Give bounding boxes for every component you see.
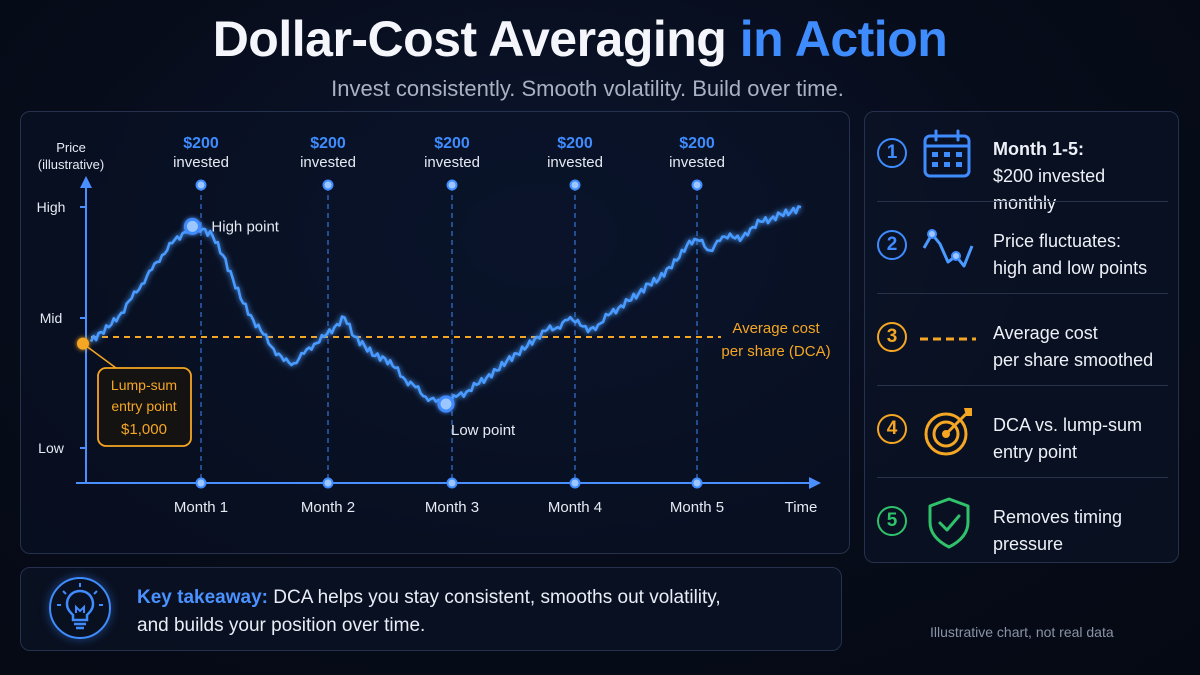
step-text: Price fluctuates: high and low points	[993, 228, 1173, 282]
price-wave-icon	[922, 229, 974, 268]
step-detail: $200 invested monthly	[993, 166, 1106, 213]
title-main: Dollar-Cost Averaging	[212, 11, 727, 67]
investment-marker	[195, 179, 207, 191]
step-detail: entry point	[993, 442, 1078, 462]
investment-amount: $200	[679, 135, 715, 152]
high-point-label: High point	[211, 218, 279, 235]
investment-amount: $200	[310, 135, 346, 152]
takeaway-line-2: and builds your position over time.	[137, 615, 426, 636]
takeaway-line-1: DCA helps you stay consistent, smooths o…	[273, 587, 721, 608]
step-divider	[877, 293, 1168, 294]
lump-sum-label-l3: $1,000	[121, 421, 167, 438]
investment-note: invested	[547, 154, 603, 171]
step-title: Month 1-5:	[993, 139, 1084, 159]
average-cost-label-l1: Average cost	[732, 320, 820, 337]
steps-panel: 1 Month 1-5: $200 invested monthly 2 Pric…	[864, 111, 1179, 563]
step-text: Average cost per share smoothed	[993, 320, 1173, 374]
x-tick-3: Month 3	[425, 499, 479, 516]
y-tick-low: Low	[38, 440, 65, 456]
investment-marker	[691, 179, 703, 191]
x-axis-label: Time	[785, 499, 818, 516]
step-4: 4 DCA vs. lump-sum entry point	[865, 388, 1180, 478]
lightbulb-icon	[49, 577, 111, 639]
step-number: 5	[877, 506, 907, 536]
y-tick-labels: High Mid Low	[37, 199, 86, 456]
key-takeaway-panel: Key takeaway: DCA helps you stay consist…	[20, 567, 842, 651]
step-divider	[877, 385, 1168, 386]
title-accent: in Action	[739, 11, 948, 67]
takeaway-label: Key takeaway:	[137, 587, 268, 608]
step-number: 3	[877, 322, 907, 352]
step-detail: per share smoothed	[993, 350, 1154, 370]
investment-amount: $200	[557, 135, 593, 152]
step-3: 3 Average cost per share smoothed	[865, 296, 1180, 386]
price-line	[89, 205, 802, 408]
step-title: Price fluctuates:	[993, 231, 1122, 251]
calendar-icon	[923, 129, 971, 178]
disclaimer: Illustrative chart, not real data	[930, 624, 1114, 640]
step-5: 5 Removes timing pressure	[865, 480, 1180, 570]
x-axis-marker	[446, 477, 458, 489]
page-subtitle: Invest consistently. Smooth volatility. …	[331, 76, 844, 101]
investment-marker	[446, 179, 458, 191]
step-text: Removes timing pressure	[993, 504, 1173, 558]
step-title: Removes timing	[993, 507, 1123, 527]
x-axis-marker	[322, 477, 334, 489]
y-tick-high: High	[37, 199, 66, 215]
low-point-marker	[437, 395, 455, 413]
y-axis-label-l2: (illustrative)	[38, 157, 104, 172]
lump-sum-label-l2: entry point	[111, 398, 176, 414]
x-tick-labels: Month 1 Month 2 Month 3 Month 4 Month 5	[174, 499, 724, 516]
low-point-label: Low point	[451, 422, 516, 439]
investment-amount: $200	[434, 135, 470, 152]
investment-note: invested	[424, 154, 480, 171]
step-number: 1	[877, 138, 907, 168]
x-axis-marker	[195, 477, 207, 489]
x-tick-4: Month 4	[548, 499, 602, 516]
step-divider	[877, 201, 1168, 202]
x-axis-marker	[691, 477, 703, 489]
x-tick-2: Month 2	[301, 499, 355, 516]
step-divider	[877, 477, 1168, 478]
step-detail: pressure	[993, 534, 1064, 554]
lump-sum-label-l1: Lump-sum	[111, 377, 177, 393]
step-number: 2	[877, 230, 907, 260]
step-detail: high and low points	[993, 258, 1148, 278]
x-axis-arrow	[809, 477, 821, 489]
x-tick-1: Month 1	[174, 499, 228, 516]
step-1: 1 Month 1-5: $200 invested monthly	[865, 112, 1180, 213]
investment-labels: $200 invested $200 invested $200 invested $200…	[173, 135, 725, 171]
lump-sum-box	[97, 367, 192, 447]
investment-marker	[569, 179, 581, 191]
dashed-line-icon	[920, 337, 976, 341]
investment-note: invested	[300, 154, 356, 171]
y-tick-mid: Mid	[40, 310, 63, 326]
investment-note: invested	[669, 154, 725, 171]
step-2: 2 Price fluctuates: high and low points	[865, 204, 1180, 294]
step-text: Month 1-5: $200 invested monthly	[993, 136, 1173, 217]
x-tick-5: Month 5	[670, 499, 724, 516]
shield-check-icon	[928, 497, 970, 549]
investment-marker	[322, 179, 334, 191]
step-title: DCA vs. lump-sum	[993, 415, 1143, 435]
y-axis-label-l1: Price	[56, 140, 86, 155]
takeaway-text: Key takeaway: DCA helps you stay consist…	[137, 584, 827, 640]
step-title: Average cost	[993, 323, 1098, 343]
investment-amount: $200	[183, 135, 219, 152]
y-axis-arrow	[80, 176, 92, 188]
high-point-marker	[183, 217, 201, 235]
lump-sum-connector	[82, 342, 117, 369]
x-axis-marker	[569, 477, 581, 489]
step-number: 4	[877, 414, 907, 444]
step-text: DCA vs. lump-sum entry point	[993, 412, 1173, 466]
average-cost-label-l2: per share (DCA)	[721, 343, 830, 360]
investment-note: invested	[173, 154, 229, 171]
target-icon	[924, 408, 972, 456]
page-title: Dollar-Cost Averaging in Action	[0, 10, 1160, 68]
